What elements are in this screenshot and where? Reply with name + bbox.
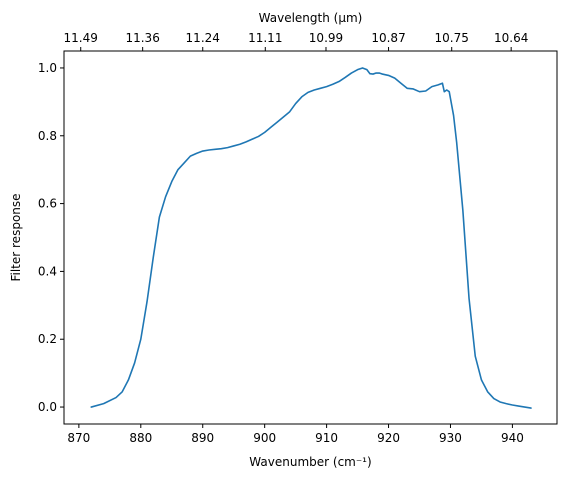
y-axis-label: Filter response <box>9 193 23 281</box>
x-axis-label: Wavenumber (cm⁻¹) <box>249 455 371 469</box>
y-tick-label: 1.0 <box>38 61 57 75</box>
top-tick-label: 11.36 <box>125 31 159 45</box>
series-layer <box>90 67 532 409</box>
plot-area <box>64 51 557 424</box>
top-tick-label: 11.24 <box>186 31 220 45</box>
x-tick-label: 870 <box>67 431 90 445</box>
x-tick-label: 890 <box>191 431 214 445</box>
x-tick-label: 880 <box>129 431 152 445</box>
x-tick-label: 900 <box>253 431 276 445</box>
x-tick-label: 920 <box>377 431 400 445</box>
top-tick-label: 10.87 <box>371 31 405 45</box>
top-tick-label: 11.49 <box>64 31 98 45</box>
plot-frame <box>63 50 558 425</box>
top-tick-label: 11.11 <box>248 31 282 45</box>
top-axis-label: Wavelength (μm) <box>259 11 363 25</box>
top-tick-label: 10.64 <box>494 31 528 45</box>
y-tick-label: 0.6 <box>38 197 57 211</box>
top-tick-label: 10.75 <box>435 31 469 45</box>
x-tick-label: 910 <box>315 431 338 445</box>
y-tick-label: 0.8 <box>38 129 57 143</box>
top-tick-label: 10.99 <box>309 31 343 45</box>
y-tick-label: 0.2 <box>38 332 57 346</box>
filter-response-line <box>90 67 532 409</box>
tick-layer: 870 880 890 900 910 920 930 940 11.49 11.36 11.24 1… <box>38 31 528 445</box>
y-tick-label: 0.4 <box>38 264 57 278</box>
y-tick-label: 0.0 <box>38 400 57 414</box>
x-tick-label: 930 <box>439 431 462 445</box>
x-tick-label: 940 <box>501 431 524 445</box>
